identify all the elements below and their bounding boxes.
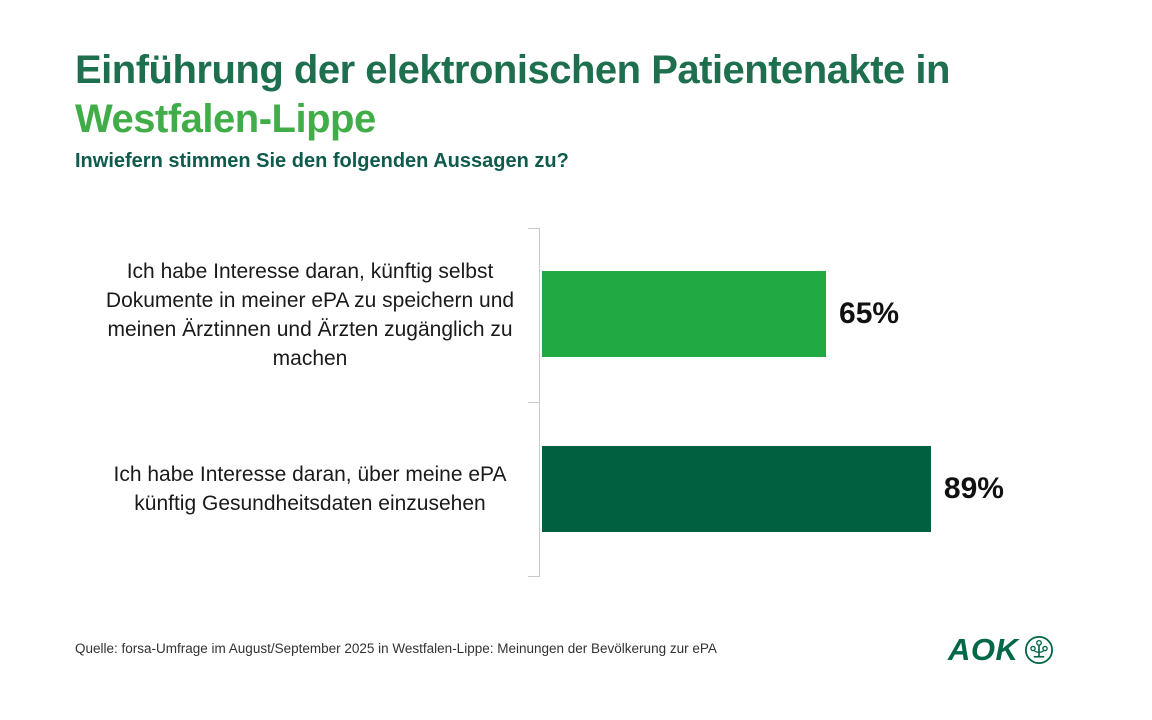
bar-row-gesundheitsdaten-einsehen: 89% — [542, 446, 1004, 532]
category-axis-line — [539, 228, 540, 577]
category-label-gesundheitsdaten-einsehen: Ich habe Interesse daran, über meine ePA… — [113, 463, 507, 515]
chart-title-line2: Westfalen-Lippe — [75, 97, 376, 141]
value-label-gesundheitsdaten-einsehen: 89% — [943, 472, 1004, 505]
axis-tick — [528, 402, 539, 403]
value-label-dokumente-speichern: 65% — [839, 297, 900, 330]
aok-logo: AOK — [948, 634, 1054, 665]
source-note: Quelle: forsa-Umfrage im August/Septembe… — [75, 641, 717, 656]
aok-logo-text: AOK — [948, 632, 1019, 667]
aok-tree-icon — [1025, 635, 1054, 664]
chart-title-line1: Einführung der elektronischen Patientena… — [75, 48, 950, 92]
axis-tick — [528, 576, 539, 577]
bar-chart: Ich habe Interesse daran, künftig selbst… — [0, 228, 1152, 577]
bar-row-dokumente-speichern: 65% — [542, 271, 979, 357]
category-label-dokumente-speichern: Ich habe Interesse daran, künftig selbst… — [105, 260, 515, 370]
chart-title: Einführung der elektronischen Patientena… — [75, 46, 950, 144]
axis-tick — [528, 228, 539, 229]
bar-gesundheitsdaten-einsehen — [542, 446, 931, 532]
bar-dokumente-speichern — [542, 271, 827, 357]
chart-subtitle: Inwiefern stimmen Sie den folgenden Auss… — [75, 150, 569, 172]
